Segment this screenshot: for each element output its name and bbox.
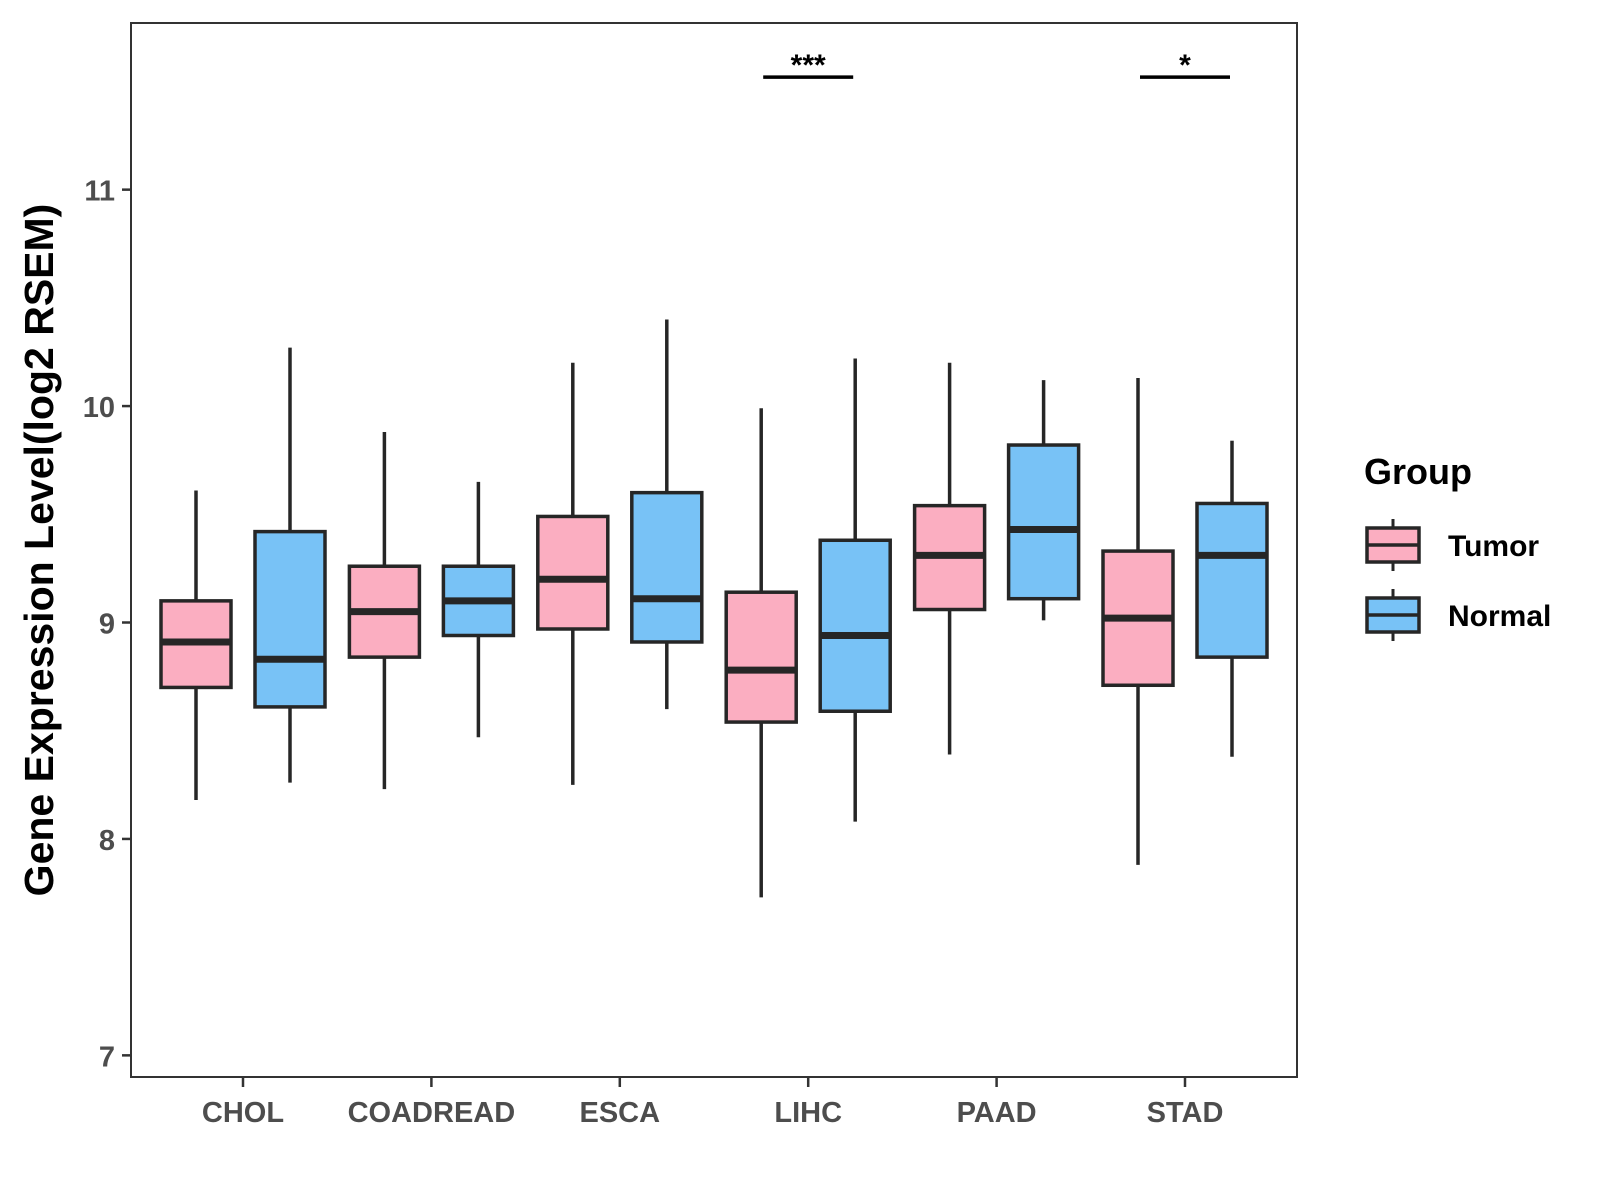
x-tick-label: STAD <box>1147 1097 1224 1129</box>
y-tick-label: 8 <box>99 825 115 857</box>
box-series <box>159 319 1269 898</box>
x-tick-label: PAAD <box>957 1097 1037 1129</box>
box-body <box>724 590 798 724</box>
normal-box-chol <box>253 347 327 783</box>
box-body <box>818 538 892 713</box>
legend: Group Tumor Normal <box>1364 451 1551 641</box>
legend-item-tumor: Tumor <box>1365 519 1539 571</box>
x-axis: CHOL COADREAD ESCA LIHC PAAD STAD <box>202 1077 1223 1129</box>
y-tick-label: 11 <box>84 176 115 208</box>
tumor-box-lihc <box>724 408 798 898</box>
x-tick-label: CHOL <box>202 1097 284 1129</box>
box-body <box>253 529 327 709</box>
legend-label: Normal <box>1448 600 1551 633</box>
normal-box-coadread <box>441 481 516 738</box>
normal-box-stad <box>1195 440 1269 757</box>
y-tick-label: 10 <box>83 392 115 424</box>
normal-box-paad <box>1006 380 1081 621</box>
significance-label: *** <box>791 49 826 82</box>
x-tick-label: COADREAD <box>348 1097 516 1129</box>
tumor-box-paad <box>912 362 987 755</box>
normal-box-esca <box>630 319 704 710</box>
legend-item-normal: Normal <box>1365 589 1551 641</box>
tumor-box-stad <box>1101 377 1175 865</box>
significance-annotations: *** * <box>763 49 1230 82</box>
normal-box-lihc <box>818 358 892 822</box>
tumor-box-chol <box>159 490 233 800</box>
box-body <box>1006 443 1081 601</box>
y-axis: 7 8 9 10 11 <box>83 176 131 1073</box>
box-body <box>630 490 704 644</box>
significance-label: * <box>1179 49 1191 82</box>
legend-label: Tumor <box>1448 530 1539 563</box>
y-axis-title: Gene Expression Level(log2 RSEM) <box>16 204 62 897</box>
tumor-box-coadread <box>347 432 422 790</box>
box-body <box>1195 501 1269 659</box>
tumor-box-esca <box>536 362 610 785</box>
box-body <box>536 514 610 631</box>
y-tick-label: 7 <box>99 1041 115 1073</box>
x-tick-label: ESCA <box>580 1097 661 1129</box>
legend-title: Group <box>1364 451 1472 492</box>
x-tick-label: LIHC <box>774 1097 842 1129</box>
y-tick-label: 9 <box>99 609 115 641</box>
